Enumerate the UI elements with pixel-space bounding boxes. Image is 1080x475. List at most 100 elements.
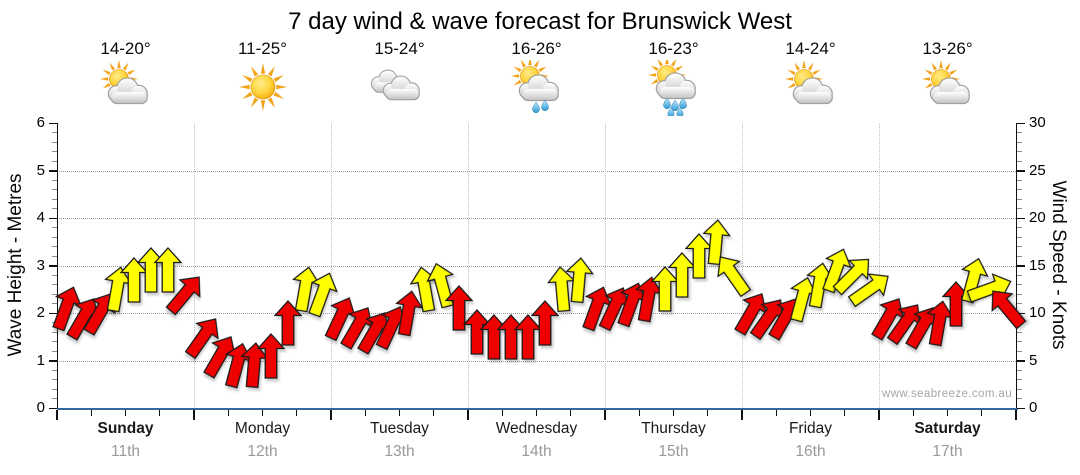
day-date-label: 17th: [932, 443, 963, 460]
right-axis-tick: [1017, 189, 1022, 190]
right-axis-tick: [1017, 217, 1025, 219]
x-axis-tick-minor: [570, 410, 572, 416]
wind-arrow: [444, 285, 474, 331]
right-axis-tick: [1017, 236, 1022, 238]
left-axis-tick: [52, 141, 57, 143]
right-axis-tick-label: 30: [1029, 114, 1046, 131]
x-axis-tick-minor: [844, 410, 846, 416]
temperature-range-label: 11-25°: [237, 39, 288, 58]
left-axis-line: [57, 123, 58, 408]
right-axis-tick: [1017, 132, 1022, 133]
right-axis-tick: [1017, 331, 1022, 333]
left-axis-tick: [52, 341, 57, 342]
right-axis-tick: [1017, 122, 1025, 124]
wind-arrow: [827, 249, 879, 301]
x-axis-tick-minor: [981, 410, 983, 416]
x-axis-tick-major: [193, 410, 195, 420]
left-axis-tick: [52, 236, 57, 238]
left-axis-tick-label: 5: [36, 161, 45, 179]
left-axis-tick-label: 3: [36, 256, 45, 274]
x-axis-tick-minor: [775, 410, 777, 416]
right-axis-tick-label: 20: [1029, 209, 1046, 226]
day-date-label: 16th: [795, 443, 826, 460]
left-axis-tick: [52, 246, 57, 247]
left-axis-tick: [52, 227, 57, 228]
left-axis-tick: [52, 303, 57, 304]
right-axis-tick: [1017, 208, 1022, 209]
right-axis-line: [1016, 123, 1017, 408]
right-axis-tick: [1017, 341, 1022, 342]
sun-cloud-rain-icon: [643, 56, 705, 118]
gridline-day-boundary: [331, 123, 332, 408]
x-axis-tick-major: [1015, 410, 1017, 420]
right-axis-tick-label: 5: [1029, 351, 1038, 369]
wind-arrow: [982, 282, 1033, 335]
x-axis-tick-minor: [707, 410, 709, 416]
wind-arrow: [153, 247, 183, 293]
sun-cloud-icon: [780, 60, 842, 116]
day-name-label: Thursday: [641, 420, 706, 437]
left-axis-tick: [52, 189, 57, 190]
right-axis-tick: [1017, 179, 1022, 181]
left-axis-tick: [52, 160, 57, 162]
right-axis-tick: [1017, 360, 1025, 362]
x-axis-tick-minor: [159, 410, 161, 416]
left-axis-tick: [52, 369, 57, 371]
x-axis-tick-minor: [912, 410, 914, 416]
right-axis-tick: [1017, 141, 1022, 143]
left-axis-tick: [52, 151, 57, 152]
left-axis-tick: [49, 170, 57, 172]
left-axis-tick: [49, 312, 57, 314]
left-axis-tick: [52, 255, 57, 257]
gridline-horizontal: [57, 218, 1016, 219]
right-axis-tick: [1017, 388, 1022, 390]
left-axis-tick: [52, 331, 57, 333]
x-axis-tick-minor: [638, 410, 640, 416]
right-axis-tick-label: 15: [1029, 256, 1046, 274]
right-axis-tick-label: 10: [1029, 304, 1046, 321]
right-axis-tick: [1017, 170, 1025, 172]
left-axis-tick: [49, 407, 57, 409]
left-axis-tick: [52, 274, 57, 276]
day-date-label: 11th: [110, 443, 141, 460]
right-axis-tick: [1017, 274, 1022, 276]
left-axis-tick: [52, 198, 57, 200]
wind-arrow: [160, 267, 211, 320]
wind-arrow: [76, 286, 123, 340]
right-axis-tick: [1017, 160, 1022, 162]
day-name-label: Friday: [788, 420, 833, 437]
left-axis-tick: [52, 350, 57, 352]
gridline-day-boundary: [194, 123, 195, 408]
wind-arrow: [844, 265, 898, 314]
gridline-horizontal: [57, 265, 1016, 267]
left-axis-tick: [49, 360, 57, 362]
gridline-day-boundary: [605, 123, 606, 408]
left-axis-tick: [49, 122, 57, 124]
gridline-horizontal: [57, 360, 1016, 362]
left-axis-tick-label: 6: [36, 114, 45, 131]
left-axis-tick: [52, 388, 57, 390]
right-axis-title: Wind Speed - Knots: [1048, 180, 1069, 350]
sun-cloud-light-rain-icon: [506, 57, 568, 116]
right-axis-tick: [1017, 312, 1025, 314]
watermark-text: www.seabreeze.com.au: [881, 388, 1012, 400]
sun-icon: [232, 60, 294, 116]
temperature-range-label: 14-20°: [100, 39, 151, 58]
temperature-range-label: 16-26°: [511, 39, 562, 58]
x-axis-tick-major: [878, 410, 880, 420]
left-axis-title: Wave Height - Metres: [5, 173, 26, 357]
x-axis-tick-minor: [125, 410, 126, 416]
wind-arrow: [301, 268, 343, 321]
left-axis-tick: [49, 265, 57, 267]
temperature-range-label: 13-26°: [922, 39, 973, 58]
x-axis-tick-minor: [90, 410, 92, 416]
right-axis-tick: [1017, 227, 1022, 228]
day-name-label: Wednesday: [495, 420, 578, 437]
day-name-label: Sunday: [97, 420, 154, 437]
temperature-range-label: 14-24°: [785, 39, 836, 58]
x-axis-tick-minor: [364, 410, 366, 416]
x-axis-tick-major: [604, 410, 606, 420]
right-axis-tick: [1017, 303, 1022, 304]
wind-arrow: [530, 299, 560, 346]
